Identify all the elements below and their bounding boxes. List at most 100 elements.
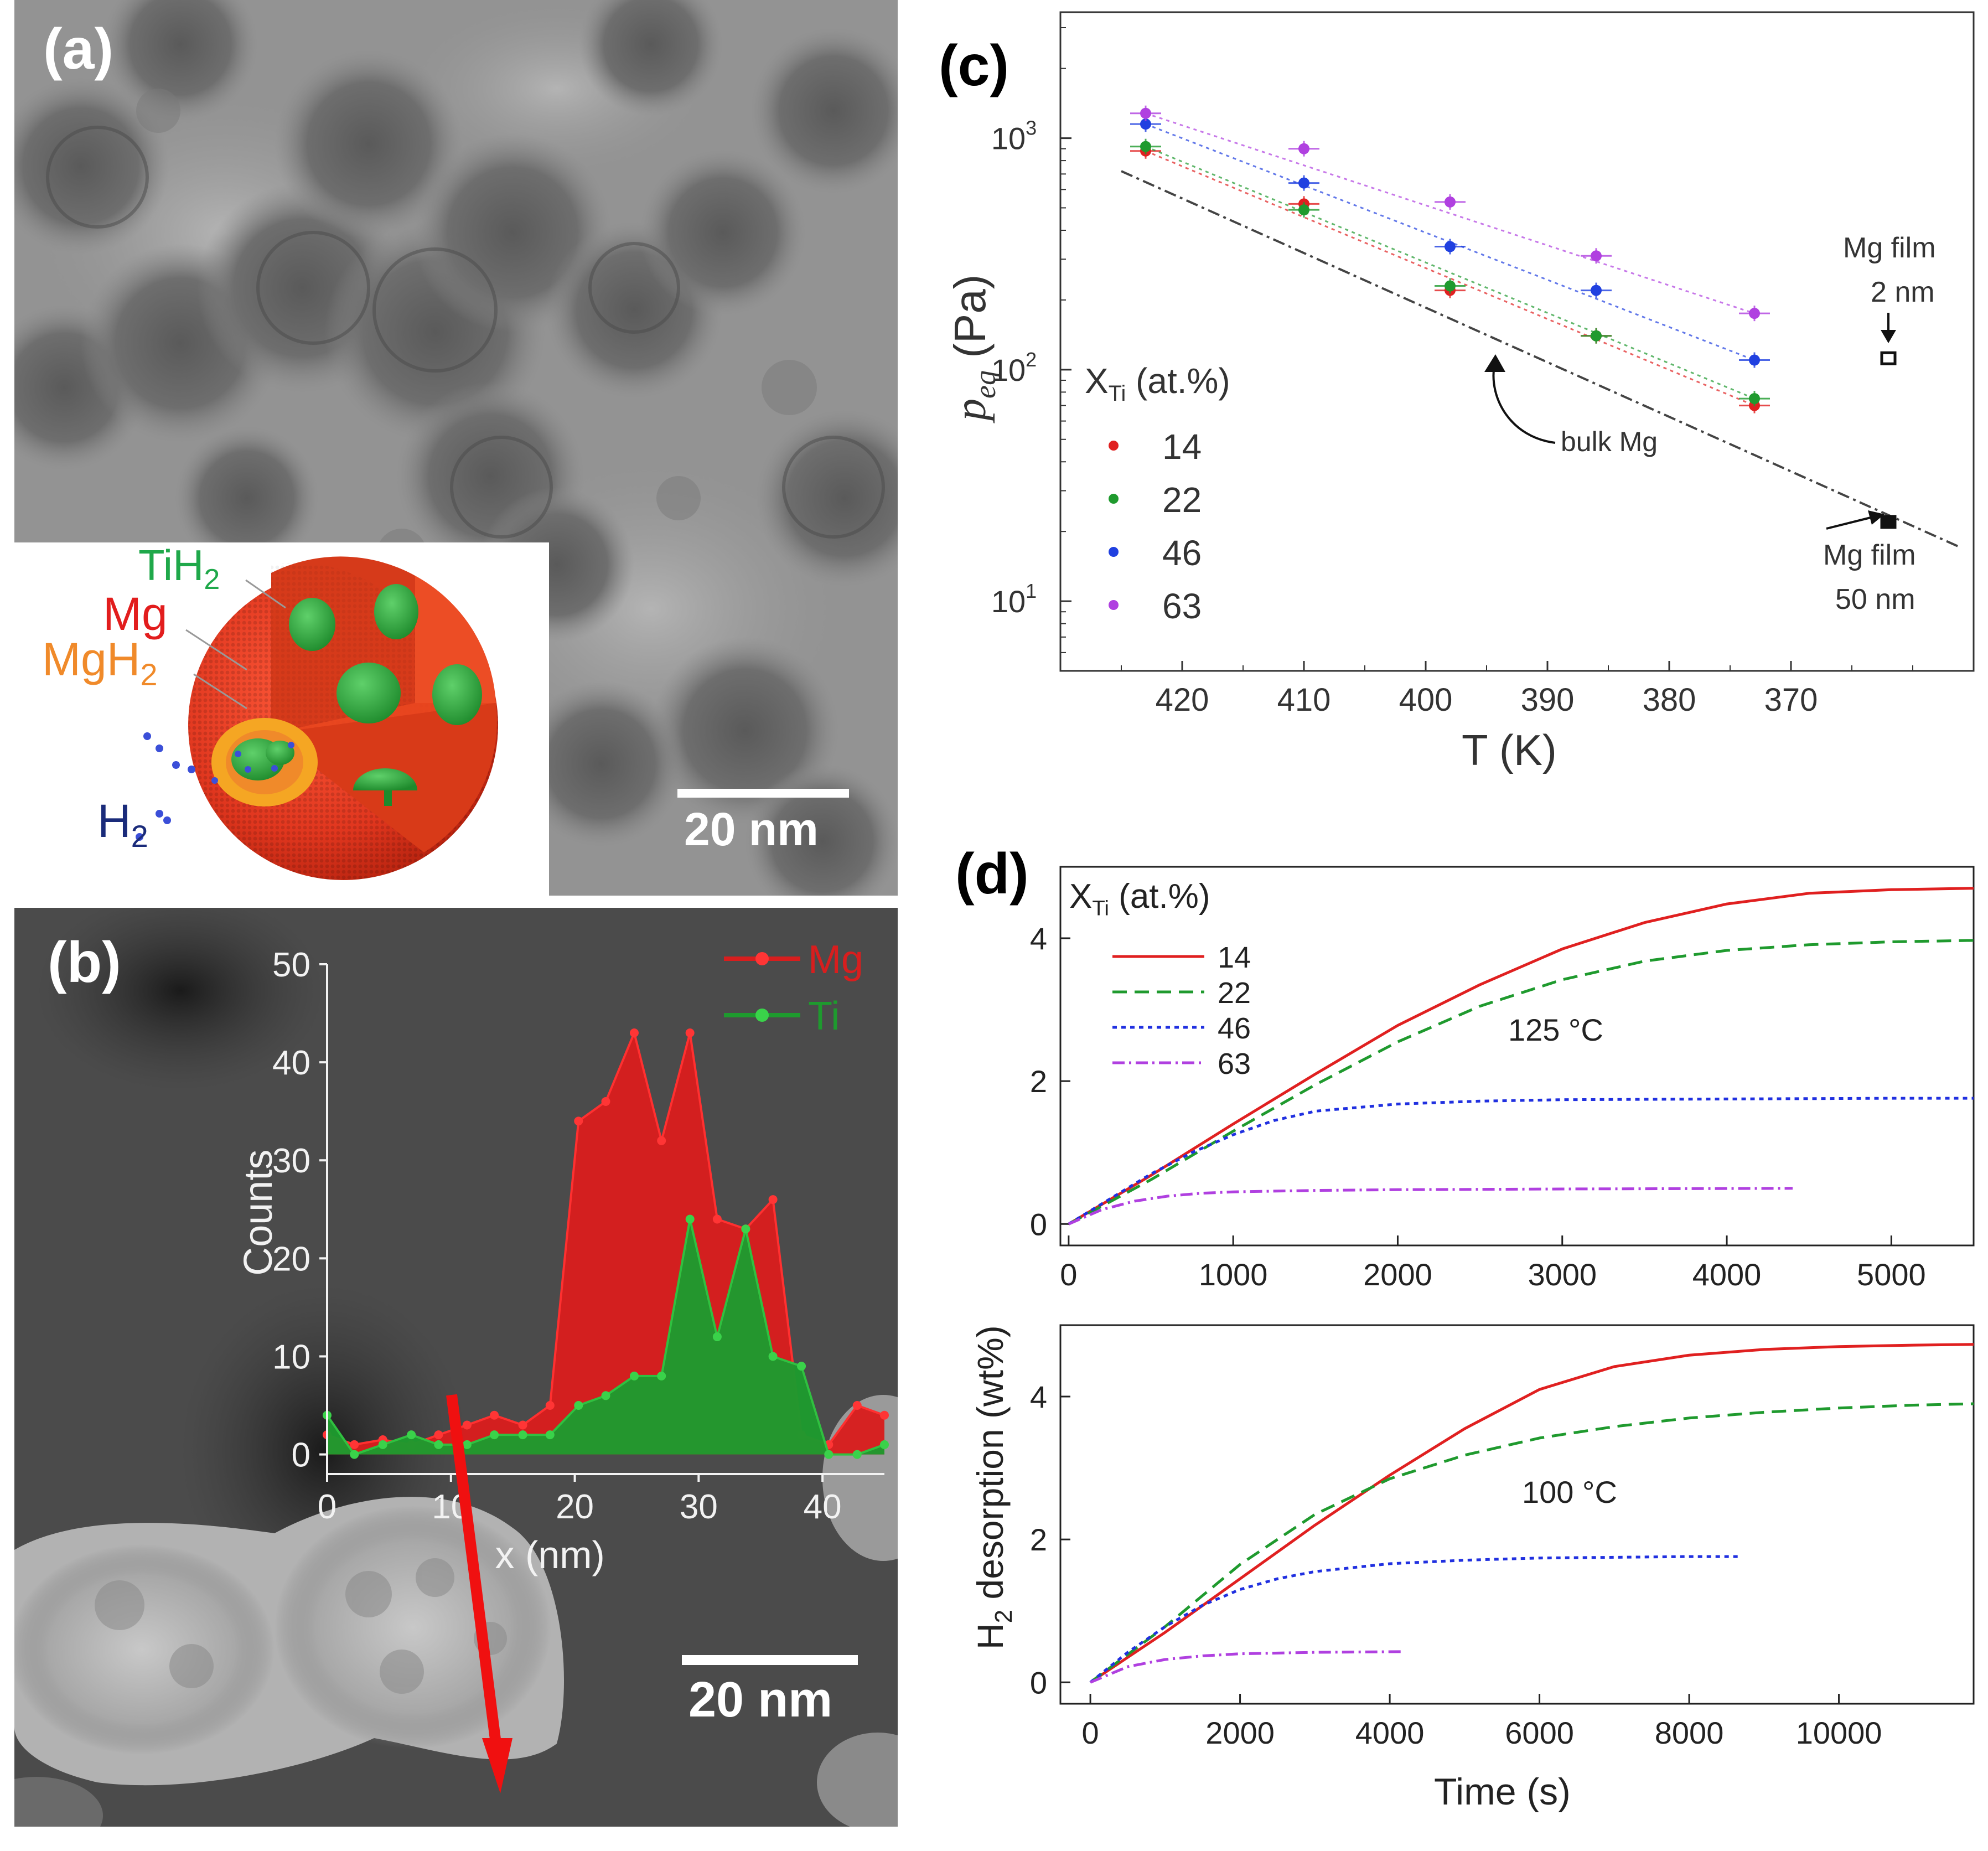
point-ti [824, 1450, 833, 1459]
y-tick-label: 40 [272, 1044, 310, 1082]
panel-d: (d) 0 1000 2000 3000 4000 5000 0 2 4 125 °C 0 2000 4… [919, 814, 1988, 1851]
curve-63 [1068, 1187, 1793, 1226]
legend-label-63: 63 [1218, 1047, 1251, 1080]
point-46 [1591, 285, 1602, 296]
point-mg [685, 1028, 695, 1037]
point-mg [545, 1401, 555, 1410]
point-ti [657, 1371, 666, 1381]
x-tick-label: 4000 [1355, 1715, 1425, 1750]
x-tick-label: 4000 [1692, 1257, 1762, 1292]
legend-marker-63 [1109, 600, 1119, 610]
point-ti [574, 1401, 583, 1410]
point-mg [462, 1420, 472, 1430]
panel-a: (a) 20 nm [14, 0, 898, 896]
point-46 [1298, 177, 1309, 189]
point-ti [545, 1430, 555, 1440]
x-tick-label: 10000 [1796, 1715, 1882, 1750]
point-ti [712, 1332, 722, 1342]
curve-46 [1089, 1555, 1742, 1684]
particle-model: TiH2 Mg MgH2 H2 [42, 541, 498, 880]
point-ti [880, 1440, 889, 1449]
y-tick-label: 30 [272, 1142, 310, 1180]
legend-label-22: 22 [1162, 480, 1202, 520]
y-axis-label: Counts [236, 1150, 281, 1276]
x-axis-label: x (nm) [495, 1533, 605, 1576]
y-tick-label: 0 [292, 1436, 310, 1475]
scale-bar-a [677, 789, 849, 798]
legend-label-ti: Ti [808, 994, 840, 1038]
x-tick-label: 0 [1060, 1257, 1077, 1292]
legend-label-22: 22 [1218, 976, 1251, 1010]
x-axis-label: Time (s) [1434, 1771, 1571, 1813]
x-tick-label: 0 [1082, 1715, 1099, 1750]
panel-c: (c) 420 410 400 390 380 370 101 102 103 T (K) peq … [919, 0, 1988, 803]
point-22 [1298, 204, 1309, 216]
arrowhead-film-2nm [1881, 330, 1896, 343]
x-tick-label: 40 [804, 1488, 842, 1526]
particle-model-inset: TiH2 Mg MgH2 H2 [14, 541, 549, 896]
y-tick-label: 2 [1030, 1522, 1047, 1557]
point-mg [601, 1097, 610, 1106]
x-tick-label: 3000 [1528, 1257, 1597, 1292]
annotation-film-50nm-size: 50 nm [1835, 583, 1915, 616]
point-mg [629, 1028, 639, 1037]
arrowhead-bulk-mg [1484, 354, 1505, 372]
scan-arrow [446, 1394, 512, 1793]
legend-marker-46 [1109, 547, 1119, 557]
y-axis-label: H2 desorption (wt%) [970, 1325, 1017, 1650]
curve-14 [1089, 1343, 1974, 1684]
y-tick-label: 101 [991, 580, 1037, 619]
annotation-film-2nm-size: 2 nm [1871, 276, 1935, 308]
arrow-film-50nm [1826, 516, 1871, 530]
point-63 [1445, 196, 1456, 208]
point-22 [1445, 280, 1456, 292]
panel-d-label: (d) [955, 842, 1029, 906]
panel-b: (b) 0 10 20 30 40 0 10 20 30 40 50 x (nm) Counts Mg Ti… [14, 908, 898, 1827]
point-22 [1591, 330, 1602, 342]
x-tick-label: 2000 [1363, 1257, 1432, 1292]
point-ti [852, 1450, 862, 1459]
point-ti [797, 1362, 806, 1371]
scale-bar-b [682, 1655, 858, 1665]
point-22 [1749, 393, 1760, 405]
fit-line-14 [1145, 150, 1755, 407]
point-63 [1140, 107, 1151, 119]
y-tick-label: 50 [272, 946, 310, 984]
point-mg [350, 1440, 359, 1449]
point-mg [574, 1116, 583, 1126]
x-tick-label: 420 [1156, 682, 1209, 718]
curve-63 [1090, 1650, 1405, 1684]
legend-marker-22 [1109, 494, 1119, 504]
annotation-bulk-mg: bulk Mg [1561, 426, 1658, 457]
y-tick-label: 4 [1030, 921, 1047, 956]
temperature-annotation: 100 °C [1522, 1475, 1617, 1509]
point-ti [629, 1371, 639, 1381]
point-ti [350, 1450, 359, 1459]
x-tick-label: 380 [1643, 682, 1696, 718]
point-46 [1140, 118, 1151, 130]
y-tick-label: 103 [991, 117, 1037, 156]
annotation-film-50nm-title: Mg film [1823, 539, 1916, 571]
x-tick-label: 370 [1764, 682, 1818, 718]
point-ti [407, 1430, 416, 1440]
point-mg [880, 1410, 889, 1420]
legend-label-mg: Mg [808, 938, 863, 982]
legend-label-14: 14 [1162, 427, 1202, 467]
x-tick-label: 2000 [1205, 1715, 1275, 1750]
label-mgh2: MgH2 [42, 633, 158, 692]
point-ti [601, 1391, 610, 1400]
y-axis-label: peq (Pa) [945, 275, 1002, 423]
point-ti [434, 1440, 443, 1449]
point-ti [490, 1430, 499, 1440]
fit-line-63 [1145, 112, 1755, 314]
point-ti [378, 1440, 387, 1449]
film-2nm-point [1880, 351, 1897, 365]
curve-22 [1068, 939, 1974, 1226]
x-tick-label: 5000 [1857, 1257, 1926, 1292]
point-mg [768, 1195, 778, 1204]
area-ti [327, 1219, 884, 1455]
x-tick-label: 1000 [1199, 1257, 1268, 1292]
y-tick-label: 102 [991, 348, 1037, 387]
legend-title: XTi (at.%) [1069, 877, 1210, 921]
legend-label-46: 46 [1218, 1012, 1251, 1045]
